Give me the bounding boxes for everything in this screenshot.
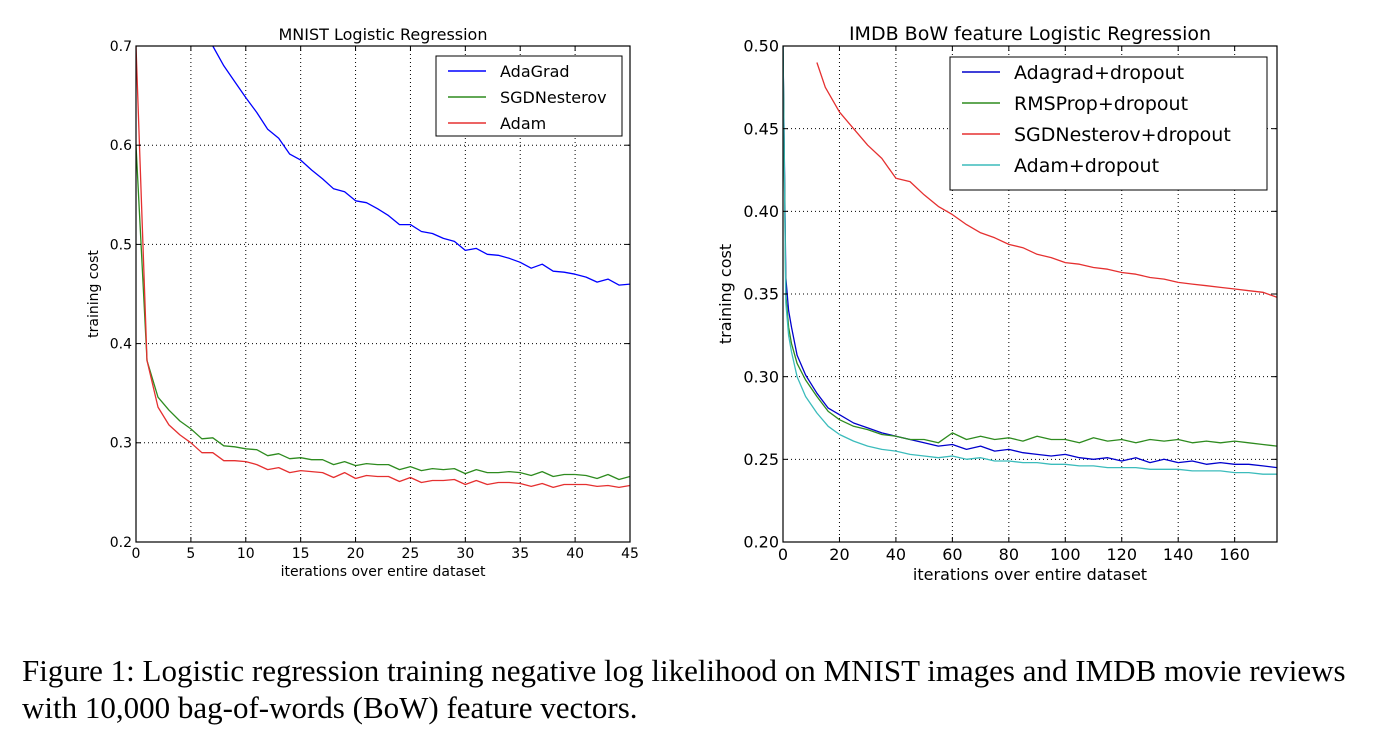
y-tick-label: 0.6 — [110, 138, 132, 154]
legend-label: Adam+dropout — [1014, 155, 1159, 177]
series-line-sgdnesterov — [136, 145, 630, 481]
legend-label: SGDNesterov — [500, 88, 607, 107]
figure-caption: Figure 1: Logistic regression training n… — [22, 653, 1346, 725]
legend-label: Adagrad+dropout — [1014, 62, 1184, 84]
y-tick-label: 0.25 — [743, 450, 779, 469]
y-tick-label: 0.4 — [110, 337, 132, 353]
legend-label: AdaGrad — [500, 62, 570, 81]
x-axis-label: iterations over entire dataset — [281, 564, 486, 580]
series-group — [136, 46, 630, 489]
x-tick-label: 60 — [942, 545, 962, 564]
chart-title: IMDB BoW feature Logistic Regression — [849, 23, 1211, 45]
y-tick-label: 0.3 — [110, 436, 132, 452]
x-tick-label: 80 — [999, 545, 1019, 564]
imdb-chart: 0 20 40 60 80 100 120 140 160 0.20 0.25 0.30 0.35 0.4… — [716, 23, 1278, 584]
y-tick-label: 0.7 — [110, 39, 132, 55]
x-tick-label: 20 — [347, 546, 365, 562]
x-tick-label: 35 — [511, 546, 529, 562]
x-tick-label: 140 — [1163, 545, 1194, 564]
mnist-chart: 0 5 10 15 20 25 30 35 40 45 0.2 0.3 0.4 0.5 0.6 0.7 MNIS… — [86, 25, 639, 580]
y-tick-label: 0.5 — [110, 237, 132, 253]
y-tick-label: 0.35 — [743, 285, 779, 304]
series-line-adam — [136, 46, 630, 489]
y-tick-label: 0.20 — [743, 533, 779, 552]
x-tick-label: 160 — [1219, 545, 1250, 564]
chart-title: MNIST Logistic Regression — [279, 25, 488, 44]
series-line-adagrad — [212, 46, 630, 286]
x-tick-label: 15 — [292, 546, 310, 562]
y-tick-label: 0.30 — [743, 367, 779, 386]
legend-box — [949, 56, 1268, 191]
y-axis-label: training cost — [86, 250, 102, 338]
x-tick-label: 25 — [402, 546, 420, 562]
x-tick-label: 100 — [1050, 545, 1081, 564]
x-axis-label: iterations over entire dataset — [913, 565, 1147, 584]
series-line-rmsprop-dropout — [783, 46, 1277, 447]
y-tick-label: 0.2 — [110, 535, 132, 551]
x-tick-label: 40 — [886, 545, 906, 564]
series-line-adagrad-dropout — [783, 46, 1277, 469]
legend-label: Adam — [500, 114, 546, 133]
x-tick-label: 40 — [566, 546, 584, 562]
legend: AdaGrad SGDNesterov Adam — [435, 55, 623, 137]
y-tick-label: 0.50 — [743, 37, 779, 56]
series-group — [783, 46, 1277, 475]
series-line-adam-dropout — [783, 46, 1277, 475]
legend-label: SGDNesterov+dropout — [1014, 124, 1231, 146]
series-line-sgdnesterov-dropout — [816, 62, 1277, 298]
y-axis-label: training cost — [716, 244, 735, 344]
x-tick-label: 5 — [186, 546, 195, 562]
plot-frame — [135, 45, 631, 543]
x-tick-label: 120 — [1106, 545, 1137, 564]
y-tick-label: 0.40 — [743, 202, 779, 221]
y-tick-label: 0.45 — [743, 119, 779, 138]
legend-label: RMSProp+dropout — [1014, 93, 1188, 115]
x-tick-label: 45 — [621, 546, 639, 562]
x-tick-label: 20 — [829, 545, 849, 564]
legend: Adagrad+dropout RMSProp+dropout SGDNestero… — [949, 56, 1268, 191]
x-tick-label: 30 — [456, 546, 474, 562]
x-tick-label: 10 — [237, 546, 255, 562]
x-tick-label: 0 — [132, 546, 141, 562]
x-tick-label: 0 — [778, 545, 788, 564]
